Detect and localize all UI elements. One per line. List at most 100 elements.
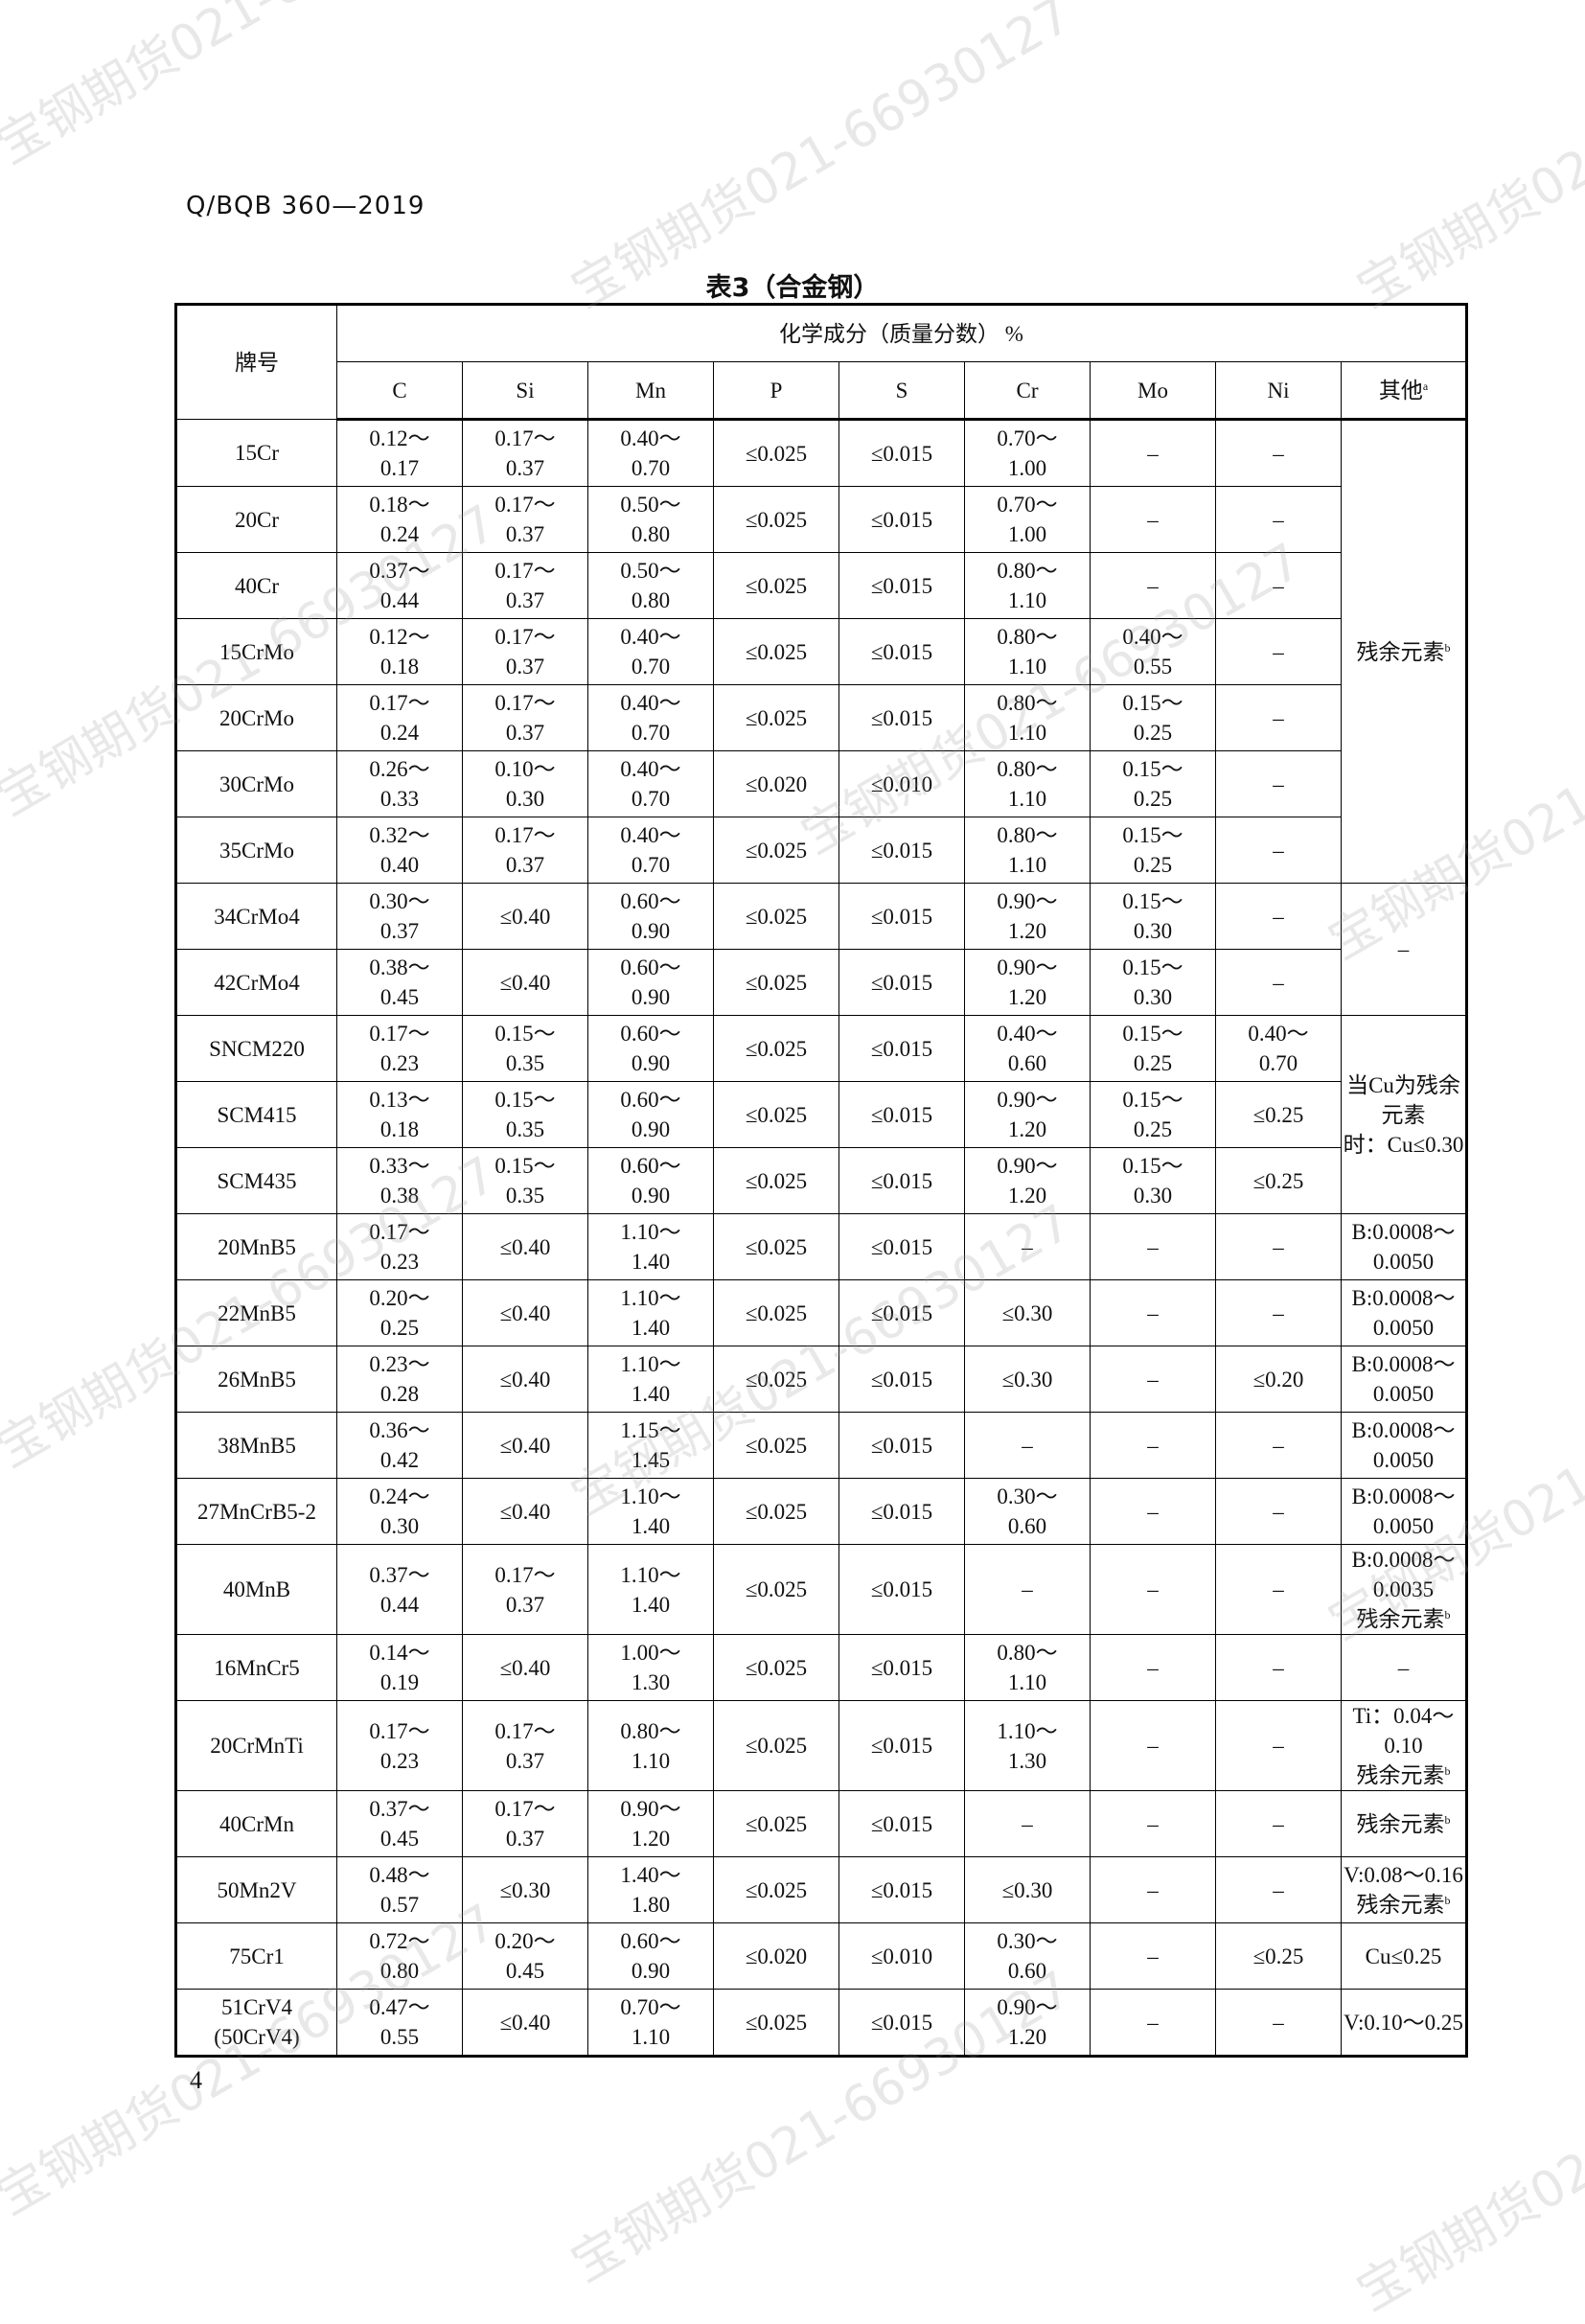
cell-line: ≤0.025: [745, 1102, 808, 1127]
cell-ni: –: [1215, 1478, 1342, 1545]
cell-p: ≤0.025: [713, 1700, 839, 1791]
cell-ni: 0.40～ 0.70: [1215, 1015, 1342, 1082]
cell-line: V:0.08～0.16: [1344, 1863, 1463, 1887]
grade-cell: 15CrMo: [175, 618, 337, 685]
cell-si: ≤0.40: [462, 1412, 588, 1479]
cell-line: 0.50～: [620, 493, 681, 517]
cell-line: 1.10: [1007, 1670, 1047, 1694]
cell-line: 0.17: [379, 456, 420, 480]
cell-line: 1.20: [631, 1827, 671, 1851]
cell-s: ≤0.015: [838, 949, 965, 1016]
cell-line: 0.15～: [1122, 757, 1183, 781]
cell-line: 0.90: [631, 985, 671, 1009]
cell-line: 51CrV4: [220, 1995, 293, 2019]
cell-line: 0.10～: [494, 757, 556, 781]
cell-line: –: [1397, 937, 1410, 961]
cell-line: 0.30: [379, 1514, 420, 1538]
cell-line: 0.37: [505, 655, 545, 679]
cell-line: 0.37: [505, 522, 545, 546]
col-header-ni: Ni: [1215, 361, 1342, 421]
cell-line: 0.37: [505, 1827, 545, 1851]
cell-mo: –: [1090, 1634, 1216, 1701]
cell-line: 1.10～: [620, 1286, 681, 1310]
cell-line: –: [1147, 1577, 1159, 1601]
cell-cr: 0.70～ 1.00: [964, 486, 1091, 553]
cell-line: ≤0.025: [745, 1877, 808, 1902]
cell-c: 0.33～ 0.38: [336, 1147, 463, 1214]
cell-line: 0.80: [631, 522, 671, 546]
cell-ni: –: [1215, 552, 1342, 619]
cell-mn: 1.15～ 1.45: [587, 1412, 714, 1479]
cell-line: –: [1022, 1577, 1033, 1601]
cell-line: 20CrMnTi: [210, 1734, 304, 1758]
cell-line: 20Cr: [235, 507, 279, 532]
cell-line: 0.47～: [369, 1995, 430, 2019]
cell-line: 0.24～: [369, 1484, 430, 1508]
cell-p: ≤0.025: [713, 1856, 839, 1923]
cell-line: 0.90～: [997, 1995, 1058, 2019]
cell-line: 0.44: [379, 588, 420, 612]
table-row: 34CrMo4 0.30～ 0.37 ≤0.40 0.60～ 0.90 ≤0.025 ≤0.0…: [175, 883, 1467, 1016]
cell-line: 0.15～: [494, 1154, 556, 1178]
cell-ni: –: [1215, 1412, 1342, 1479]
cell-ni: –: [1215, 817, 1342, 884]
cell-line: 0.37～: [369, 1797, 430, 1821]
cell-p: ≤0.025: [713, 1015, 839, 1082]
cell-mn: 0.40～ 0.70: [587, 618, 714, 685]
grade-cell: 35CrMo: [175, 817, 337, 884]
cell-mo: –: [1090, 419, 1216, 487]
cell-mn: 0.60～ 0.90: [587, 1147, 714, 1214]
cell-line: B:0.0008～0.0050: [1351, 1352, 1456, 1406]
cell-mn: 1.00～ 1.30: [587, 1634, 714, 1701]
cell-line: ≤0.015: [870, 1655, 933, 1680]
cell-line: 1.20: [1007, 1184, 1047, 1208]
cell-c: 0.18～ 0.24: [336, 486, 463, 553]
grade-header: 牌号: [175, 304, 337, 420]
cell-line: 0.17～: [494, 1718, 556, 1743]
cell-ni: –: [1215, 1700, 1342, 1791]
cell-si: ≤0.40: [462, 949, 588, 1016]
cell-cr: 0.30～ 0.60: [964, 1922, 1091, 1990]
cell-si: 0.17～ 0.37: [462, 1700, 588, 1791]
footnote-marker: a: [1422, 379, 1429, 393]
table-row: 51CrV4 (50CrV4) 0.47～ 0.55 ≤0.40 0.70～ 1.10 ≤0.…: [175, 1989, 1467, 2057]
grade-cell: 40CrMn: [175, 1790, 337, 1857]
cell-si: 0.15～ 0.35: [462, 1081, 588, 1148]
cell-line: ≤0.010: [870, 1944, 933, 1968]
cell-mn: 0.70～ 1.10: [587, 1989, 714, 2057]
cell-line: ≤0.30: [1001, 1367, 1053, 1392]
table-row: 20MnB5 0.17～ 0.23 ≤0.40 1.10～ 1.40 ≤0.025 ≤0.01…: [175, 1213, 1467, 1280]
cell-line: 0.40～: [620, 625, 681, 649]
grade-cell: 20CrMnTi: [175, 1700, 337, 1791]
cell-line: 0.80: [379, 1959, 420, 1983]
cell-line: 0.17～: [494, 426, 556, 450]
cell-line: 1.45: [631, 1448, 671, 1472]
cell-si: ≤0.40: [462, 1478, 588, 1545]
cell-line: 当Cu为残余元素: [1346, 1072, 1460, 1127]
cell-line: 0.23: [379, 1051, 420, 1075]
cell-mo: –: [1090, 486, 1216, 553]
cell-mn: 0.40～ 0.70: [587, 684, 714, 751]
cell-c: 0.23～ 0.28: [336, 1346, 463, 1413]
table-row: 27MnCrB5-2 0.24～ 0.30 ≤0.40 1.10～ 1.40 ≤0.025 ≤…: [175, 1478, 1467, 1545]
cell-line: 0.12～: [369, 625, 430, 649]
cell-mo: –: [1090, 1412, 1216, 1479]
cell-s: ≤0.015: [838, 1790, 965, 1857]
cell-line: 0.55: [379, 2025, 420, 2049]
cell-p: ≤0.025: [713, 618, 839, 685]
cell-line: ≤0.020: [745, 771, 808, 796]
cell-line: 0.15～: [1122, 691, 1183, 715]
cell-line: 0.17～: [369, 691, 430, 715]
cell-c: 0.24～ 0.30: [336, 1478, 463, 1545]
cell-ni: –: [1215, 684, 1342, 751]
cell-line: 0.40～: [620, 426, 681, 450]
cell-line: 1.20: [1007, 985, 1047, 1009]
cell-line: 1.20: [1007, 919, 1047, 943]
cell-cr: 0.80～ 1.10: [964, 618, 1091, 685]
cell-s: ≤0.015: [838, 1634, 965, 1701]
cell-c: 0.17～ 0.24: [336, 684, 463, 751]
table-row: 40CrMn 0.37～ 0.45 0.17～ 0.37 0.90～ 1.20 ≤0.025 ≤…: [175, 1790, 1467, 1857]
cell-line: 残余元素: [1356, 1763, 1445, 1787]
cell-line: –: [1273, 771, 1284, 796]
cell-s: ≤0.015: [838, 1213, 965, 1280]
